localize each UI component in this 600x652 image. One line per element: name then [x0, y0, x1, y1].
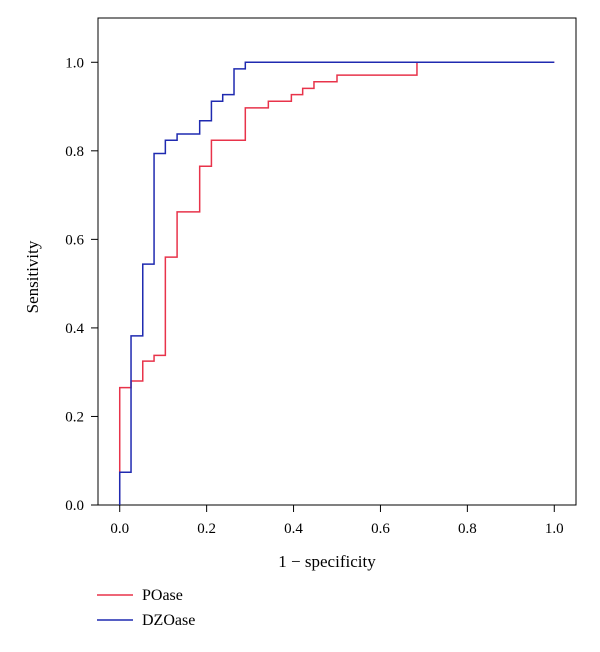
legend: POase DZOase	[97, 587, 195, 629]
y-axis: 0.0 0.2 0.4 0.6 0.8 1.0	[65, 55, 98, 514]
y-tick-label: 1.0	[65, 55, 84, 71]
x-tick-label: 0.4	[284, 521, 303, 537]
x-tick-label: 1.0	[545, 521, 564, 537]
y-axis-title: Sensitivity	[23, 240, 42, 313]
x-axis: 0.0 0.2 0.4 0.6 0.8 1.0	[110, 505, 564, 537]
series-line-dzoase	[118, 61, 555, 505]
y-tick-label: 0.0	[65, 498, 84, 514]
y-tick-label: 0.8	[65, 144, 84, 160]
series-layer	[118, 61, 555, 505]
x-tick-label: 0.8	[458, 521, 477, 537]
series-line-poase	[118, 61, 555, 505]
legend-label-dzoase: DZOase	[142, 612, 195, 629]
x-tick-label: 0.6	[371, 521, 390, 537]
x-tick-label: 0.2	[197, 521, 216, 537]
x-tick-label: 0.0	[110, 521, 129, 537]
y-tick-label: 0.6	[65, 232, 84, 248]
y-tick-label: 0.2	[65, 409, 84, 425]
x-axis-title: 1 − specificity	[278, 552, 376, 571]
y-tick-label: 0.4	[65, 321, 84, 337]
plot-frame	[97, 17, 577, 506]
legend-label-poase: POase	[142, 587, 183, 604]
